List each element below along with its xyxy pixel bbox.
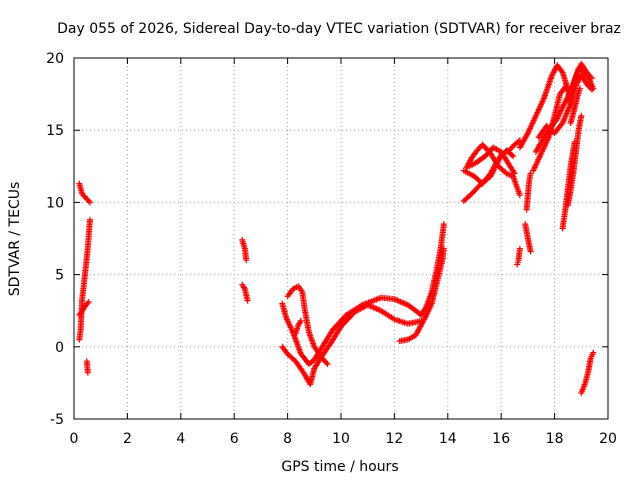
x-tick-label: 6 [230,431,239,447]
y-tick-label: 20 [46,51,64,67]
series-seg-a3 [76,299,92,318]
series-seg-a2 [76,216,93,343]
data-point [84,369,91,376]
data-point [516,192,523,199]
x-tick-label: 10 [332,431,350,447]
data-point [508,152,515,158]
data-point [511,170,518,177]
series-seg-e1 [514,245,523,268]
y-axis-label: SDTVAR / TECUs [7,182,23,297]
y-tick-label: -5 [50,412,64,428]
x-tick-label: 20 [599,431,617,447]
chart-title: Day 055 of 2026, Sidereal Day-to-day VTE… [57,21,621,37]
data-point [577,85,583,92]
data-point [297,317,304,324]
data-point [244,297,251,304]
y-tick-label: 0 [55,340,64,356]
series-seg-c5 [292,317,304,337]
x-tick-label: 8 [283,431,292,447]
x-axis-label: GPS time / hours [281,459,398,475]
x-tick-label: 12 [385,431,403,447]
data-point [590,349,597,356]
data-point [243,257,250,264]
series-seg-d4 [466,144,518,177]
axis-ticks: 0 2 4 6 8 10 12 14 16 18 20 -5 0 5 10 15 20 [46,51,617,447]
data-point [440,221,447,228]
series-seg-g1 [578,349,597,396]
x-tick-label: 14 [439,431,457,447]
series-seg-f7 [567,85,583,126]
series-seg-d3 [460,147,517,187]
series-seg-c3 [284,283,331,368]
x-tick-label: 4 [176,431,185,447]
series-seg-c2 [279,301,425,388]
series-seg-e2 [522,221,534,255]
x-tick-label: 0 [70,431,79,447]
data-point [527,248,534,255]
y-tick-label: 15 [46,123,64,139]
data-point [87,216,93,223]
data-point [516,245,523,252]
y-tick-label: 10 [46,195,64,211]
x-tick-label: 2 [123,431,132,447]
data-point [440,245,447,252]
data-point [87,199,93,206]
series-seg-f6 [565,112,585,209]
x-tick-label: 16 [492,431,510,447]
data-point [510,153,517,160]
y-tick-label: 5 [55,268,64,284]
series-seg-b1 [239,236,250,264]
series-seg-a1 [76,180,93,206]
series-seg-a4 [83,358,91,376]
series-seg-f4 [535,72,595,141]
series-seg-e3 [523,170,534,213]
series-seg-c4 [396,245,447,344]
x-tick-label: 18 [546,431,564,447]
data-points [76,60,597,396]
data-point [324,361,331,368]
data-point [589,86,595,93]
grid [74,58,608,419]
series-seg-b2 [239,281,251,304]
data-point [578,112,585,119]
data-point [527,170,534,177]
data-point [85,299,92,305]
